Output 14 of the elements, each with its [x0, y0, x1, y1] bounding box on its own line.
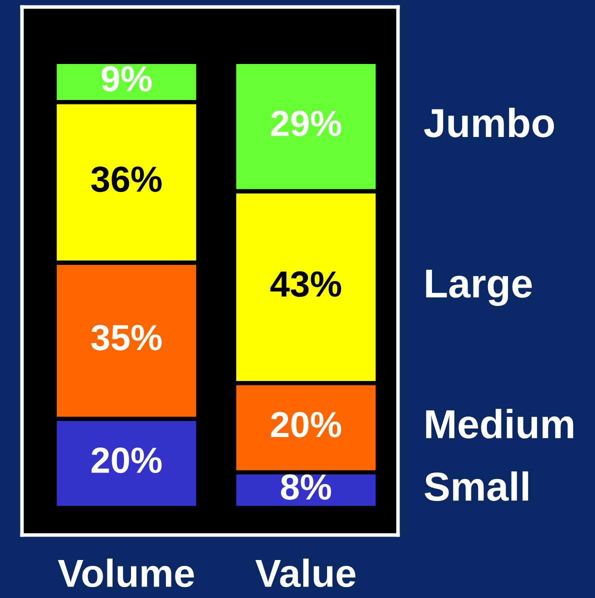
data-label: 29%: [271, 110, 342, 136]
data-label: 35%: [91, 324, 162, 350]
data-label: 8%: [280, 474, 332, 500]
x-tick-label: Value: [255, 558, 356, 588]
series-label: Large: [426, 270, 532, 306]
series-label: Small: [424, 471, 528, 501]
series-label: Medium: [426, 408, 574, 439]
x-tick-label: Volume: [58, 558, 194, 588]
data-label: 20%: [271, 412, 342, 438]
data-label: 20%: [92, 448, 162, 474]
data-label: 9%: [102, 66, 152, 92]
data-label: 43%: [270, 271, 342, 297]
series-label: Jumbo: [424, 108, 554, 138]
data-label: 36%: [91, 166, 162, 192]
